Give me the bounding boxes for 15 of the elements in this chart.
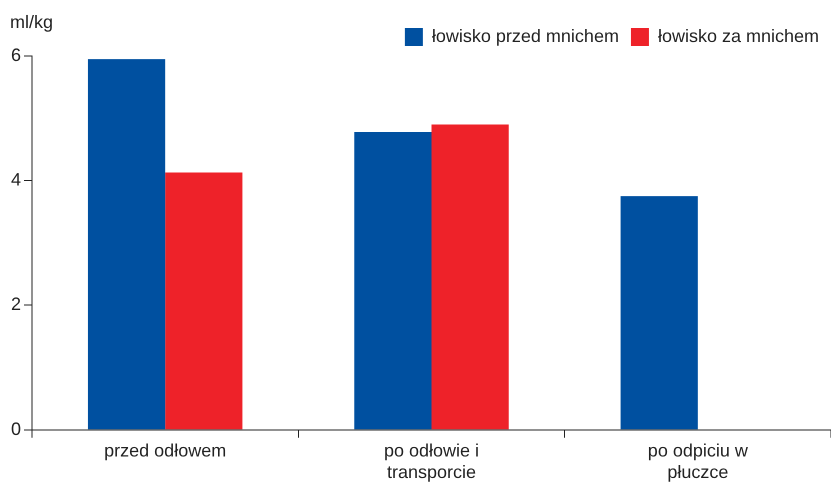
bar [354,132,432,430]
y-tick-label: 6 [10,44,22,65]
bar [88,59,166,430]
legend-label: łowisko przed mnichem [432,26,619,46]
bar [620,196,698,430]
bar [165,172,242,430]
x-tick-label: po odłowie i transporcie [384,440,480,482]
x-tick-label: przed odłowem [104,440,226,461]
bar [432,124,509,430]
y-tick-label: 0 [10,418,22,439]
y-axis-title: ml/kg [10,12,54,32]
y-tick-label: 4 [10,170,22,190]
x-tick-label: po odpiciu w płuczce [648,440,749,482]
y-tick-label: 2 [10,294,22,314]
legend-label: łowisko za mnichem [658,26,820,46]
